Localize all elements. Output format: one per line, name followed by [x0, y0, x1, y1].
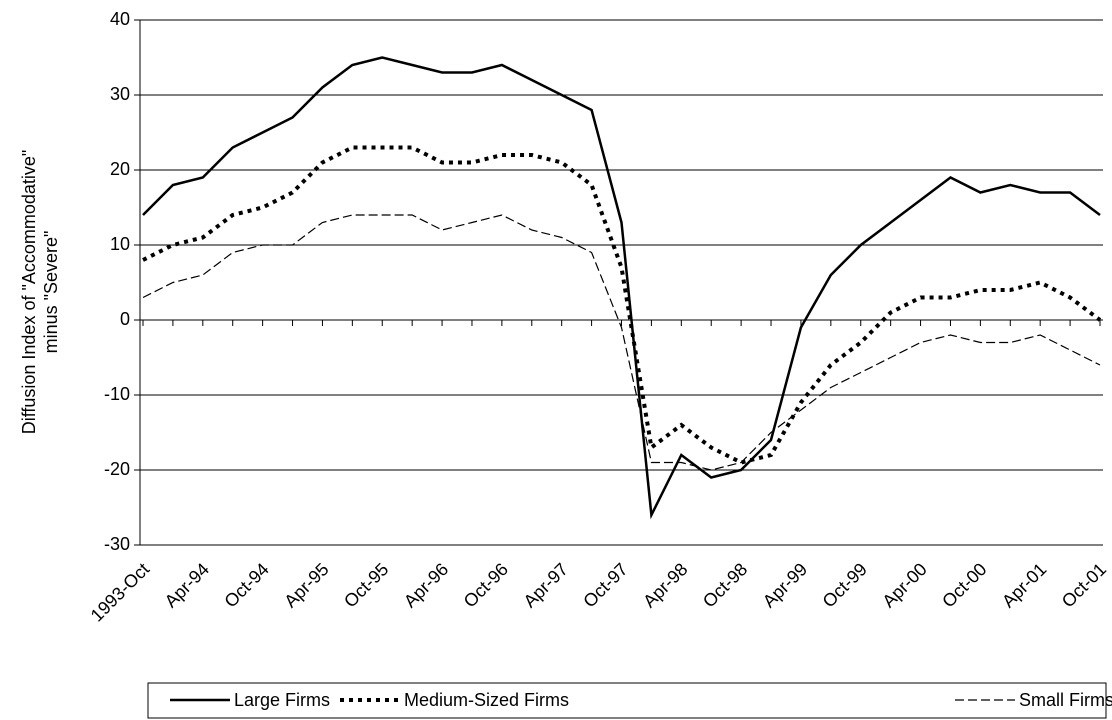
x-tick-label: Apr-94 [161, 559, 213, 611]
x-tick-label: Apr-97 [520, 559, 572, 611]
y-tick-label: -10 [104, 384, 130, 404]
y-tick-label: 20 [110, 159, 130, 179]
y-tick-label: 10 [110, 234, 130, 254]
legend-label: Large Firms [234, 690, 330, 710]
x-tick-label: Apr-00 [878, 559, 930, 611]
x-tick-label: Apr-01 [998, 559, 1050, 611]
x-tick-label: Apr-99 [759, 559, 811, 611]
y-tick-label: 30 [110, 84, 130, 104]
x-tick-label: Oct-95 [340, 559, 392, 611]
x-tick-label: Oct-98 [699, 559, 751, 611]
x-tick-label: Oct-99 [819, 559, 871, 611]
series-line [142, 145, 1102, 465]
x-tick-label: Apr-98 [639, 559, 691, 611]
legend-label: Small Firms [1019, 690, 1112, 710]
series-line [142, 214, 1101, 471]
x-tick-label: Oct-96 [460, 559, 512, 611]
y-tick-label: -20 [104, 459, 130, 479]
legend-box [147, 682, 1107, 719]
x-tick-label: 1993-Oct [87, 559, 154, 626]
y-axis-label: Diffusion Index of "Accommodative" [19, 150, 39, 435]
x-tick-label: Oct-00 [938, 559, 990, 611]
legend-label: Medium-Sized Firms [404, 690, 569, 710]
y-axis-label: minus "Severe" [41, 231, 61, 354]
x-tick-label: Apr-95 [280, 559, 332, 611]
x-tick-label: Oct-94 [220, 559, 272, 611]
x-tick-label: Oct-01 [1058, 559, 1110, 611]
y-tick-label: -30 [104, 534, 130, 554]
y-tick-label: 0 [120, 309, 130, 329]
x-tick-label: Oct-97 [579, 559, 631, 611]
y-tick-label: 40 [110, 9, 130, 29]
series-line [142, 56, 1101, 520]
x-tick-label: Apr-96 [400, 559, 452, 611]
